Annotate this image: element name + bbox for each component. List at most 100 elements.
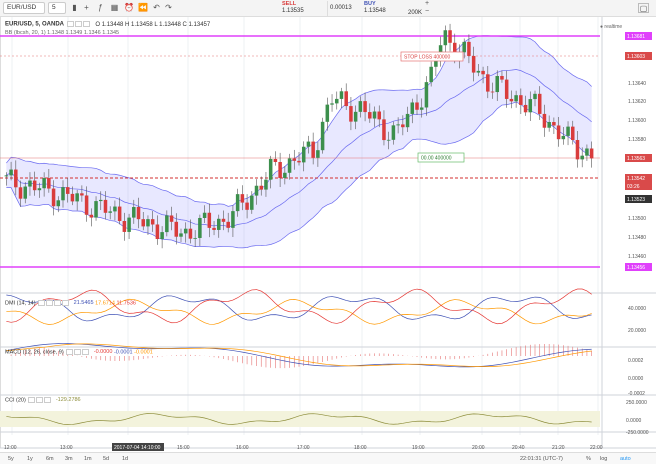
entry-order-tag[interactable] [417,152,465,163]
dmi-plus-value: 21.5465 [73,300,94,307]
candle-body [245,202,249,210]
candle-body [183,228,188,234]
candle-body [94,201,98,218]
interval-select[interactable]: 5 [48,2,66,14]
candle-body [363,101,367,113]
dmi-more-icon[interactable] [62,300,70,306]
legend-close-icon[interactable] [82,21,90,27]
candle-body [580,155,584,160]
candle-body [254,185,259,196]
chart-area[interactable]: 40.0000 20.0000 0.0002 0.0000 -0.0002 250.0… [0,17,656,452]
candle-body [264,179,268,190]
compare-icon[interactable]: + [84,3,89,12]
cci-band [0,411,600,427]
candle-body [481,70,485,75]
log-toggle[interactable]: log [600,456,608,462]
dmi-eye-icon[interactable] [38,300,46,306]
chart-title: EUR/USD, 5, OANDA [5,21,65,28]
price-tag [625,182,652,190]
candle-body [75,193,79,202]
candle-body [287,158,292,173]
lot-size[interactable]: 200K [408,1,422,17]
cci-settings-icon[interactable] [36,397,44,403]
fullscreen-icon[interactable]: ▢ [638,3,649,13]
lot-value: 200K [408,10,423,16]
price-tag [625,195,652,203]
price-tag-label: 1.13681 [627,34,645,40]
dmi-settings-icon[interactable] [46,300,54,306]
replay-icon[interactable]: ⏪ [138,3,148,12]
candle-body [188,228,193,239]
symbol-search-input[interactable]: EUR/USD [3,2,45,14]
sell-button[interactable]: SELL 1.13535 [276,1,328,16]
candle-body [552,122,556,126]
undo-icon[interactable]: ↶ [153,3,160,12]
candle-body [486,74,490,92]
candle-body [368,112,372,119]
candle-body [32,180,37,191]
bb-legend: BB (lbcsh, 20, 1) 1.1348 1.1349 1.1346 1… [5,30,119,36]
auto-toggle[interactable]: auto [620,456,631,462]
candle-body [528,99,533,113]
candle-body [585,148,589,156]
minus-icon[interactable]: − [424,8,430,15]
redo-icon[interactable]: ↷ [165,3,172,12]
stop-loss-order-tag[interactable] [400,51,464,62]
candle-body [198,217,202,238]
macd-line-value: -0.0001 [113,349,133,356]
candle-body [401,124,405,128]
price-tick-label: 1.13460 [628,254,646,260]
candle-body [306,141,311,147]
legend-settings-icon[interactable] [74,21,82,27]
candle-body [443,30,448,46]
indicators-icon[interactable]: ƒ [98,3,103,12]
range-5d[interactable]: 5d [103,456,110,462]
percent-toggle[interactable]: % [586,456,591,462]
candle-body [325,104,330,122]
candle-body [316,150,320,158]
range-1d[interactable]: 1d [122,456,129,462]
candle-body [566,126,570,136]
buy-label: BUY [364,1,376,7]
cci-tick-label: 250.0000 [626,400,647,406]
macd-close-icon[interactable] [82,349,90,355]
candle-body [523,104,528,113]
price-tag-label: 1.13563 [627,156,645,162]
candle-body [141,219,145,227]
time-axis-label: 13:00 [60,445,73,451]
buy-button[interactable]: BUY 1.13548 [358,1,422,16]
candle-body [174,221,179,237]
quantity-stepper[interactable]: + − [422,0,432,16]
range-1y[interactable]: 1y [27,456,33,462]
range-3m[interactable]: 3m [65,456,73,462]
sell-label: SELL [282,1,297,7]
candle-body [127,217,131,232]
cci-tick-label: 0.0000 [626,418,642,424]
macd-legend: MACD (12, 26, close, 9) -0.0000 -0.0001 … [5,349,153,355]
candle-body [28,180,32,187]
alert-icon[interactable]: ⏰ [124,3,134,12]
bottom-bar: 5y 1y 6m 3m 1m 5d 1d 22:01:31 (UTC-7) % … [0,452,656,464]
range-6m[interactable]: 6m [46,456,54,462]
candle-body [56,200,61,207]
legend-eye-icon[interactable] [66,21,74,27]
candle-body [4,175,9,177]
range-1m[interactable]: 1m [84,456,92,462]
macd-signal-line [6,343,592,367]
candle-body [419,107,424,110]
templates-icon[interactable]: ▦ [110,3,119,12]
candle-body [179,233,183,237]
cci-close-icon[interactable] [44,397,52,403]
candle-body [344,91,348,107]
candle-body [429,66,433,83]
price-tag [625,174,652,182]
macd-settings-icon[interactable] [74,349,82,355]
range-5y[interactable]: 5y [8,456,14,462]
dmi-close-icon[interactable] [54,300,62,306]
cci-eye-icon[interactable] [28,397,36,403]
time-axis-label: 19:00 [412,445,425,451]
bar-style-icon[interactable]: ▮ [72,3,77,12]
plus-icon[interactable]: + [424,0,430,7]
macd-eye-icon[interactable] [66,349,74,355]
candle-body [193,237,197,239]
